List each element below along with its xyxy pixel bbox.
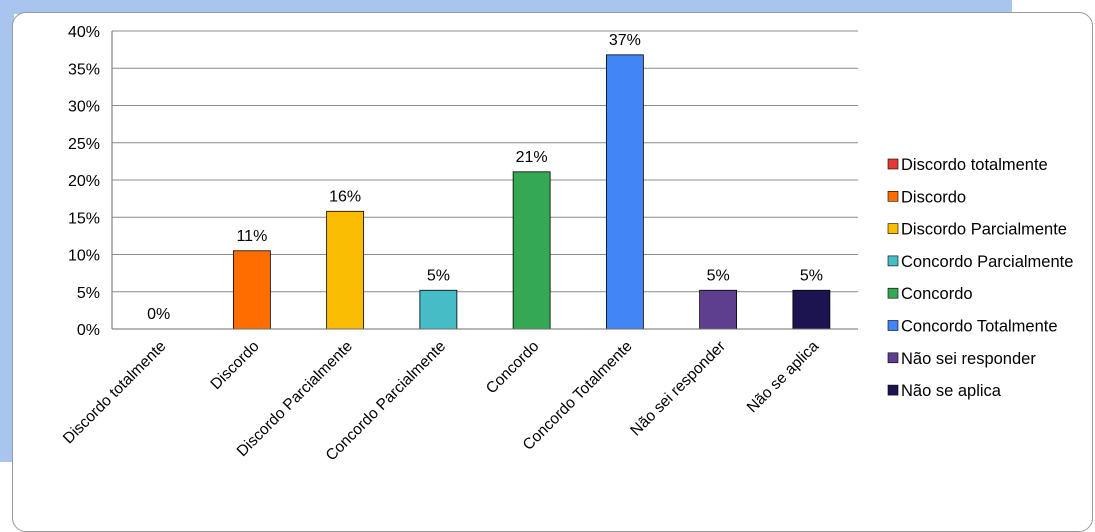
legend-swatch	[887, 255, 899, 267]
legend-label: Concordo Totalmente	[901, 318, 1058, 336]
legend-label: Concordo	[901, 285, 973, 303]
axes	[111, 31, 858, 330]
legend-label: Discordo Parcialmente	[901, 221, 1067, 239]
y-tick-label: 15%	[68, 210, 100, 227]
legend-swatch	[887, 287, 899, 299]
data-label: 21%	[516, 149, 548, 166]
legend-swatch	[887, 384, 899, 396]
bar	[699, 289, 738, 330]
data-label: 16%	[329, 188, 361, 205]
x-tick-label: Discordo	[207, 338, 262, 393]
legend-label: Discordo totalmente	[901, 156, 1048, 174]
legend-swatch	[887, 223, 899, 234]
y-tick-label: 0%	[77, 322, 100, 339]
y-tick-label: 10%	[68, 248, 100, 265]
legend-label: Não se aplica	[901, 382, 1002, 400]
bar	[419, 289, 458, 330]
chart-card	[12, 12, 1093, 532]
x-tick-label: Não se aplica	[744, 338, 823, 417]
x-tick-label: Concordo	[483, 338, 543, 398]
legend-label: Concordo Parcialmente	[901, 253, 1073, 271]
bars	[232, 54, 831, 330]
legend-swatch	[887, 191, 899, 202]
data-labels: 0% 11% 16% 5% 21% 37% 5% 5%	[147, 32, 823, 323]
y-axis-ticks: 0% 5% 10% 15% 20% 25% 30% 35% 40%	[68, 24, 100, 339]
y-tick-label: 5%	[77, 285, 100, 302]
x-tick-label: Concordo Totalmente	[520, 338, 636, 454]
data-label: 5%	[800, 267, 823, 284]
y-tick-label: 20%	[68, 173, 100, 190]
bar	[792, 289, 831, 330]
bar	[605, 54, 644, 330]
bar	[326, 210, 365, 330]
gridlines	[112, 30, 858, 293]
y-tick-label: 40%	[68, 24, 100, 41]
bar	[512, 171, 551, 330]
data-label: 5%	[427, 267, 450, 284]
bar	[232, 250, 271, 330]
data-label: 37%	[609, 32, 641, 49]
x-tick-label: Não sei responder	[627, 338, 729, 440]
legend-label: Discordo	[901, 188, 966, 206]
y-tick-label: 35%	[68, 61, 100, 78]
background-band-top	[0, 0, 1012, 14]
data-label: 5%	[707, 267, 730, 284]
legend-swatch	[887, 158, 899, 170]
legend-label: Não sei responder	[901, 350, 1036, 368]
y-tick-label: 25%	[68, 136, 100, 153]
x-tick-label: Discordo totalmente	[60, 338, 169, 447]
background-band-left	[0, 0, 14, 462]
legend: Discordo totalmente Discordo Discordo Parc…	[887, 156, 1073, 400]
data-label: 0%	[147, 306, 170, 323]
y-tick-label: 30%	[68, 99, 100, 116]
legend-swatch	[887, 320, 899, 331]
legend-swatch	[887, 352, 899, 364]
data-label: 11%	[236, 228, 267, 245]
